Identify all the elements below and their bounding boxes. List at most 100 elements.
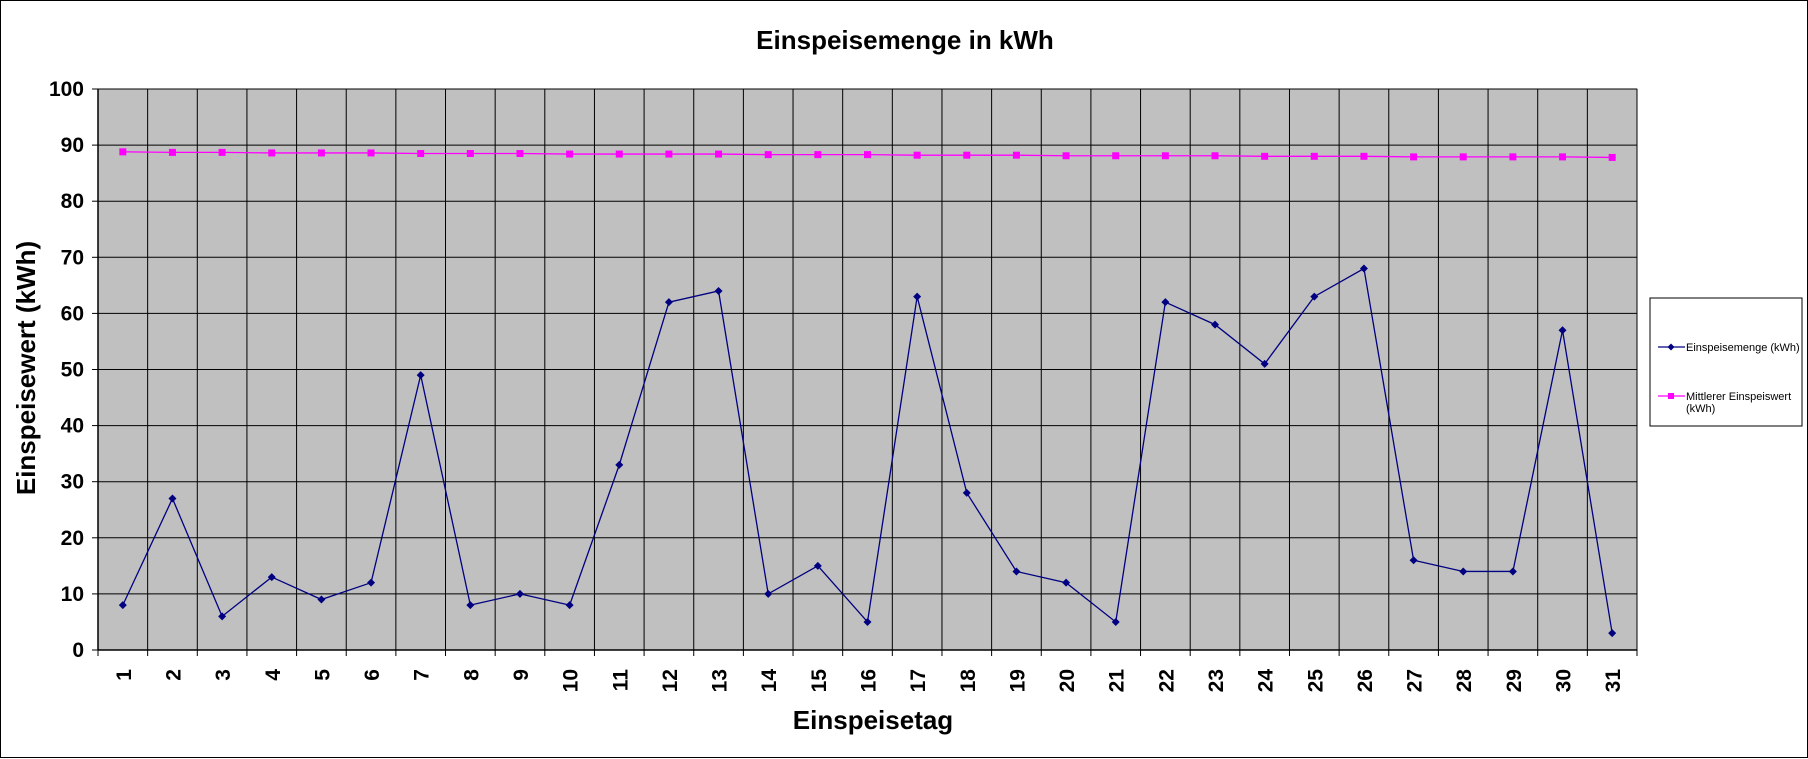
data-point bbox=[1459, 153, 1467, 161]
x-tick-label: 31 bbox=[1602, 669, 1625, 693]
data-point bbox=[615, 460, 624, 469]
data-point bbox=[1062, 152, 1070, 160]
x-tick-label: 20 bbox=[1056, 669, 1079, 692]
y-tick-label: 10 bbox=[61, 583, 84, 606]
data-point bbox=[1261, 152, 1269, 160]
data-point bbox=[1260, 359, 1269, 368]
data-point bbox=[1012, 151, 1020, 159]
x-tick-label: 28 bbox=[1453, 669, 1476, 693]
data-point bbox=[416, 371, 425, 380]
y-tick-label: 60 bbox=[61, 302, 84, 325]
data-point bbox=[515, 589, 524, 598]
data-point bbox=[764, 589, 773, 598]
y-tick-label: 40 bbox=[61, 415, 84, 438]
x-tick-label: 7 bbox=[411, 669, 434, 681]
data-point bbox=[665, 150, 673, 158]
y-tick-label: 50 bbox=[61, 359, 84, 382]
y-tick-label: 100 bbox=[49, 78, 84, 101]
x-tick-label: 12 bbox=[659, 669, 682, 692]
data-point bbox=[565, 601, 574, 610]
data-point bbox=[962, 488, 971, 497]
data-point bbox=[1509, 153, 1517, 161]
x-tick-label: 19 bbox=[1006, 669, 1029, 692]
legend-swatch-marker bbox=[1668, 393, 1674, 399]
data-point bbox=[814, 151, 822, 159]
x-tick-label: 14 bbox=[758, 669, 781, 693]
data-point bbox=[218, 148, 226, 156]
x-tick-label: 1 bbox=[113, 669, 136, 681]
data-point bbox=[317, 149, 325, 157]
data-point bbox=[268, 149, 276, 157]
y-tick-label: 70 bbox=[61, 246, 84, 269]
x-tick-label: 23 bbox=[1205, 669, 1228, 692]
data-point bbox=[1211, 152, 1219, 160]
data-point bbox=[813, 561, 822, 570]
legend-box bbox=[1649, 297, 1803, 427]
data-point bbox=[1508, 567, 1517, 576]
data-point bbox=[615, 150, 623, 158]
data-point bbox=[1359, 264, 1368, 273]
data-point bbox=[1112, 152, 1120, 160]
data-point bbox=[664, 298, 673, 307]
data-point bbox=[417, 150, 425, 158]
y-tick-label: 80 bbox=[61, 190, 84, 213]
legend-label: Einspeisemenge (kWh) bbox=[1686, 342, 1800, 354]
legend-label: (kWh) bbox=[1686, 403, 1715, 415]
x-tick-label: 8 bbox=[460, 669, 483, 681]
data-point bbox=[913, 292, 922, 301]
data-point bbox=[317, 595, 326, 604]
data-point bbox=[1012, 567, 1021, 576]
data-point bbox=[714, 286, 723, 295]
data-point bbox=[516, 150, 524, 158]
y-tick-label: 30 bbox=[61, 471, 84, 494]
data-point bbox=[1310, 292, 1319, 301]
legend-label: Mittlerer Einspeiswert bbox=[1686, 391, 1791, 403]
data-point bbox=[267, 573, 276, 582]
data-point bbox=[1608, 153, 1616, 161]
data-point bbox=[1211, 320, 1220, 329]
data-point bbox=[1608, 629, 1617, 638]
data-point bbox=[1559, 153, 1567, 161]
data-point bbox=[367, 149, 375, 157]
x-tick-label: 4 bbox=[262, 669, 285, 681]
x-tick-label: 24 bbox=[1255, 669, 1278, 693]
x-tick-label: 10 bbox=[560, 669, 583, 692]
x-tick-label: 25 bbox=[1304, 669, 1327, 693]
y-tick-label: 20 bbox=[61, 527, 84, 550]
legend-swatch-marker bbox=[1667, 343, 1675, 351]
x-tick-label: 5 bbox=[311, 669, 334, 681]
data-point bbox=[1062, 578, 1071, 587]
data-point bbox=[715, 150, 723, 158]
x-tick-label: 21 bbox=[1106, 669, 1129, 693]
x-tick-label: 26 bbox=[1354, 669, 1377, 692]
x-tick-label: 13 bbox=[709, 669, 732, 692]
x-tick-label: 2 bbox=[162, 669, 185, 681]
chart-title: Einspeisemenge in kWh bbox=[756, 25, 1054, 55]
x-tick-label: 18 bbox=[957, 669, 980, 693]
data-point bbox=[119, 148, 127, 156]
x-tick-label: 22 bbox=[1155, 669, 1178, 692]
x-tick-label: 30 bbox=[1553, 669, 1576, 692]
data-point bbox=[1410, 153, 1418, 161]
data-point bbox=[864, 151, 871, 159]
y-axis-title: Einspeisewert (kWh) bbox=[11, 241, 41, 495]
x-tick-label: 6 bbox=[361, 669, 384, 681]
data-point bbox=[218, 612, 227, 621]
data-point bbox=[1459, 567, 1468, 576]
x-tick-label: 16 bbox=[858, 669, 881, 692]
data-point bbox=[963, 151, 971, 159]
data-point bbox=[466, 150, 474, 158]
x-tick-label: 29 bbox=[1503, 669, 1526, 692]
data-point bbox=[1409, 556, 1418, 565]
data-point bbox=[1360, 152, 1368, 160]
x-tick-label: 9 bbox=[510, 669, 533, 681]
x-tick-label: 27 bbox=[1404, 669, 1427, 692]
data-point bbox=[1111, 617, 1120, 626]
data-point bbox=[1558, 326, 1567, 335]
data-point bbox=[367, 578, 376, 587]
legend: Einspeisemenge (kWh) Mittlerer Einspeiswe… bbox=[1649, 297, 1803, 427]
data-point bbox=[168, 494, 177, 503]
